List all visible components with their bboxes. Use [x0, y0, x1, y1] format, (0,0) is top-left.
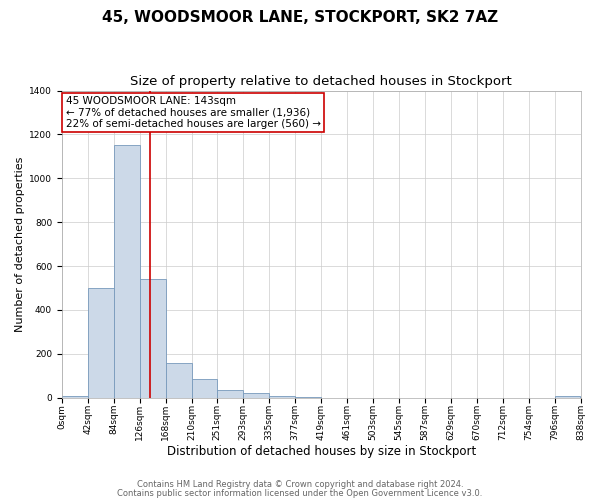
Y-axis label: Number of detached properties: Number of detached properties: [15, 156, 25, 332]
Bar: [192, 379, 217, 398]
Bar: [88, 288, 114, 398]
Bar: [295, 396, 321, 398]
Text: 45, WOODSMOOR LANE, STOCKPORT, SK2 7AZ: 45, WOODSMOOR LANE, STOCKPORT, SK2 7AZ: [102, 10, 498, 25]
Bar: [114, 146, 140, 398]
Bar: [243, 394, 269, 398]
Text: 45 WOODSMOOR LANE: 143sqm
← 77% of detached houses are smaller (1,936)
22% of se: 45 WOODSMOOR LANE: 143sqm ← 77% of detac…: [65, 96, 320, 129]
Text: Contains HM Land Registry data © Crown copyright and database right 2024.: Contains HM Land Registry data © Crown c…: [137, 480, 463, 489]
X-axis label: Distribution of detached houses by size in Stockport: Distribution of detached houses by size …: [167, 444, 476, 458]
Bar: [554, 396, 580, 398]
Bar: [166, 362, 192, 398]
Bar: [269, 396, 295, 398]
Text: Contains public sector information licensed under the Open Government Licence v3: Contains public sector information licen…: [118, 488, 482, 498]
Bar: [140, 279, 166, 398]
Bar: [217, 390, 243, 398]
Bar: [62, 396, 88, 398]
Title: Size of property relative to detached houses in Stockport: Size of property relative to detached ho…: [130, 75, 512, 88]
